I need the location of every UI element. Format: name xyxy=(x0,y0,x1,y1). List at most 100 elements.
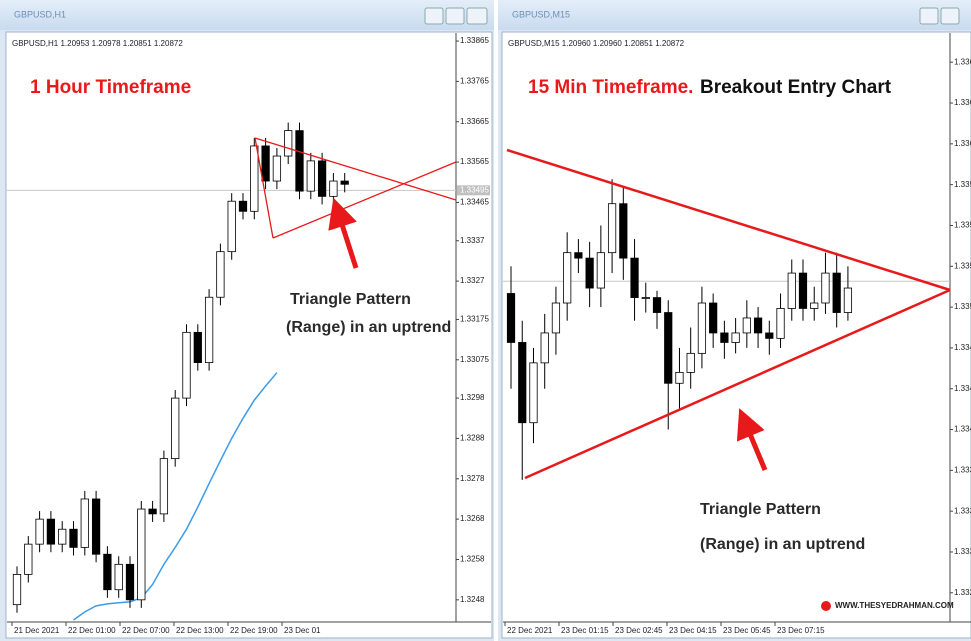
candle-body xyxy=(664,312,673,384)
trend-line xyxy=(506,148,951,292)
candle-body xyxy=(193,331,202,363)
y-tick-label: 1.334 xyxy=(954,384,971,393)
y-tick-label: 1.3337 xyxy=(460,236,485,245)
candle-body xyxy=(652,297,662,313)
x-tick-label: 22 Dec 07:00 xyxy=(122,626,170,635)
x-tick-label: 23 Dec 05:45 xyxy=(723,626,771,635)
candle-body xyxy=(227,200,236,253)
candle-body xyxy=(641,297,650,299)
candle-body xyxy=(125,563,135,601)
moving-average xyxy=(73,372,278,621)
candle-body xyxy=(506,293,516,343)
candle-body xyxy=(35,518,44,545)
candle-body xyxy=(12,574,22,606)
y-tick-label: 1.333 xyxy=(954,506,971,515)
candle-body xyxy=(204,296,214,364)
candle-body xyxy=(742,317,751,334)
close-button[interactable] xyxy=(466,7,488,25)
watermark-icon xyxy=(821,601,831,611)
candle-body xyxy=(114,563,123,591)
maximize-button[interactable] xyxy=(445,7,465,25)
x-tick-label: 22 Dec 19:00 xyxy=(230,626,278,635)
annotation: Triangle Pattern xyxy=(290,291,411,308)
maximize-button[interactable] xyxy=(940,7,960,25)
annotation: (Range) in an uptrend xyxy=(700,536,865,553)
y-tick-label: 1.33765 xyxy=(460,77,489,86)
trend-line xyxy=(524,288,951,480)
candle-body xyxy=(284,130,293,157)
candle-body xyxy=(776,308,785,339)
candle-body xyxy=(630,257,639,298)
candle-body xyxy=(675,371,684,384)
y-tick-label: 1.333 xyxy=(954,465,971,474)
chart-heading: 1 Hour Timeframe xyxy=(30,77,191,98)
candle-body xyxy=(69,528,78,548)
y-tick-label: 1.3288 xyxy=(460,434,485,443)
candle-body xyxy=(24,543,33,575)
candle-body xyxy=(103,553,112,591)
candle-body xyxy=(317,160,327,197)
candle-body xyxy=(574,252,583,259)
candle-body xyxy=(182,331,191,399)
candle-body xyxy=(619,203,628,259)
window-buttons xyxy=(424,7,488,25)
candle-body xyxy=(159,458,169,515)
candle-body xyxy=(540,332,549,364)
y-tick-label: 1.33465 xyxy=(460,198,489,207)
candle-body xyxy=(843,287,853,313)
candle-body xyxy=(709,302,718,334)
candle-body xyxy=(765,332,774,339)
candle-body xyxy=(529,362,538,424)
x-tick-label: 23 Dec 07:15 xyxy=(777,626,825,635)
candle-body xyxy=(137,508,146,601)
candle-body xyxy=(832,272,841,313)
x-tick-label: 23 Dec 01:15 xyxy=(561,626,609,635)
drawings xyxy=(254,137,951,480)
candle-body xyxy=(306,160,315,192)
x-tick-label: 22 Dec 01:00 xyxy=(68,626,116,635)
candle-body xyxy=(80,498,89,548)
x-tick-label: 21 Dec 2021 xyxy=(14,626,60,635)
minimize-button[interactable] xyxy=(919,7,939,25)
candle-body xyxy=(46,518,56,545)
chart-subheading: Breakout Entry Chart xyxy=(700,77,892,98)
symbol-info: GBPUSD,H1 1.20953 1.20978 1.20851 1.2087… xyxy=(12,39,183,48)
y-tick-label: 1.334 xyxy=(954,425,971,434)
symbol-info: GBPUSD,M15 1.20960 1.20960 1.20851 1.208… xyxy=(508,39,685,48)
candle-body xyxy=(798,272,808,309)
candle-body xyxy=(340,180,349,185)
y-tick-label: 1.336 xyxy=(954,98,971,107)
candle-body xyxy=(596,252,605,289)
candle-body xyxy=(787,272,796,309)
candle-body xyxy=(272,155,282,182)
x-tick-label: 23 Dec 01 xyxy=(284,626,321,635)
title-bar xyxy=(498,0,971,30)
x-tick-label: 23 Dec 02:45 xyxy=(615,626,663,635)
chart-heading: 15 Min Timeframe. xyxy=(528,77,693,98)
candle-body xyxy=(518,342,527,424)
y-tick-label: 1.335 xyxy=(954,180,971,189)
candle-body xyxy=(216,251,225,298)
y-tick-label: 1.332 xyxy=(954,588,971,597)
y-tick-label: 1.335 xyxy=(954,221,971,230)
window-title: GBPUSD,H1 xyxy=(14,9,66,19)
annotation: (Range) in an uptrend xyxy=(286,319,451,336)
candle-body xyxy=(753,317,763,334)
y-tick-label: 1.3278 xyxy=(460,474,485,483)
candle-body xyxy=(585,257,594,289)
x-tick-label: 23 Dec 04:15 xyxy=(669,626,717,635)
candle-body xyxy=(563,252,572,304)
y-tick-label: 1.3298 xyxy=(460,393,485,402)
minimize-button[interactable] xyxy=(424,7,444,25)
y-tick-label: 1.33665 xyxy=(460,117,489,126)
y-tick-label: 1.33075 xyxy=(460,355,489,364)
watermark: WWW.THESYEDRAHMAN.COM xyxy=(835,601,954,610)
candle-body xyxy=(731,332,740,343)
candle-body xyxy=(171,397,180,460)
candle-body xyxy=(720,332,729,343)
y-tick-label: 1.3268 xyxy=(460,514,485,523)
y-tick-label: 1.33865 xyxy=(460,36,489,45)
last-price-label: 1.33495 xyxy=(460,185,489,194)
candle-body xyxy=(607,203,617,254)
